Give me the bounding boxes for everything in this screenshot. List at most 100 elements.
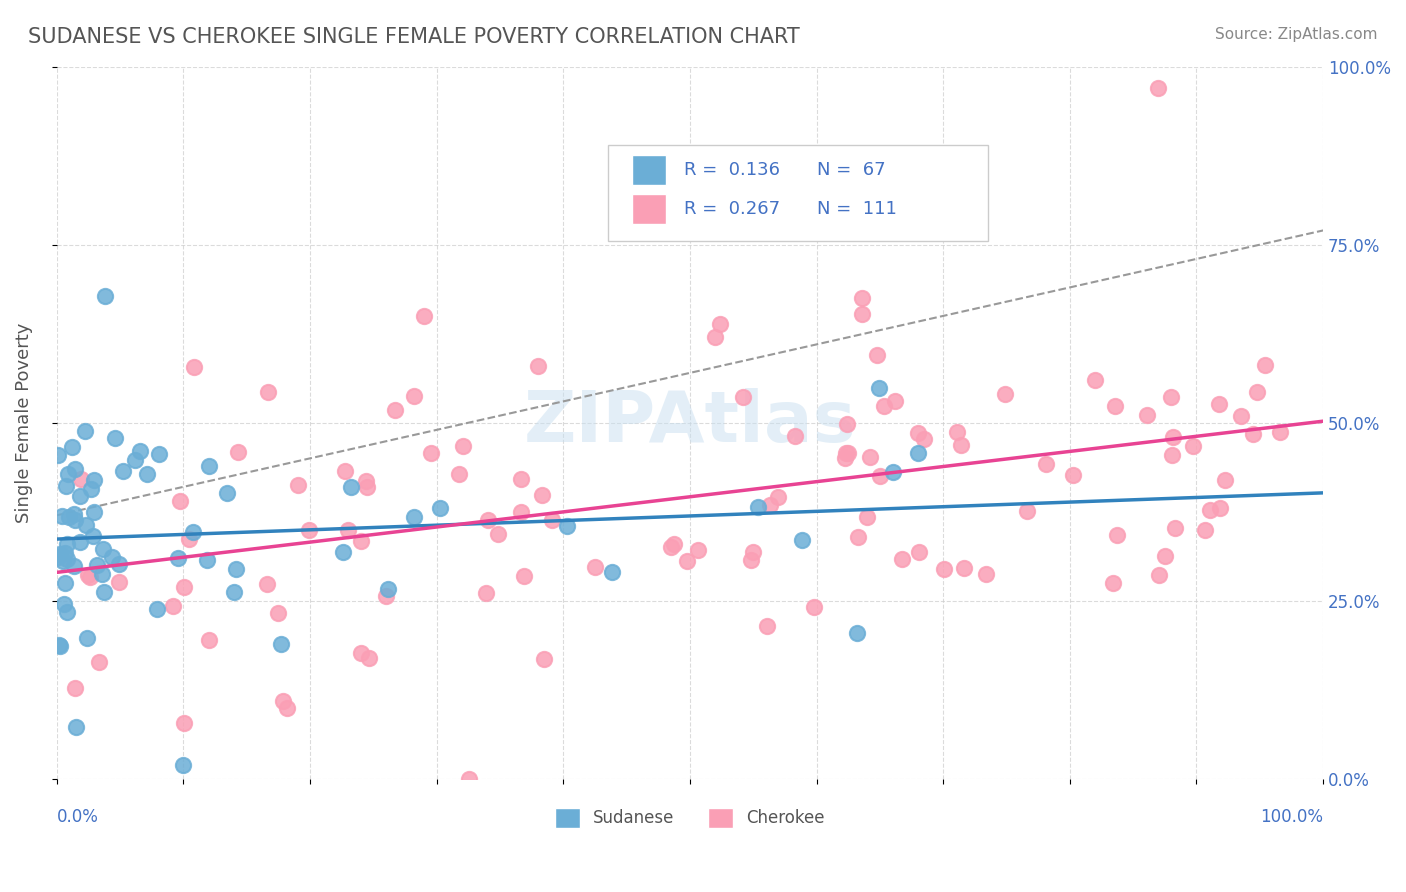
Point [1147, 81, 1170, 95]
Text: N =  67: N = 67 [817, 161, 886, 179]
Point [412, 309, 434, 323]
Point [63, 513, 86, 527]
Point [688, 543, 710, 558]
Point [912, 432, 935, 446]
Point [835, 417, 858, 432]
Point [882, 465, 904, 479]
Point [510, 472, 533, 486]
Point [1182, 439, 1205, 453]
Legend: Sudanese, Cherokee: Sudanese, Cherokee [548, 801, 831, 835]
Point [350, 646, 373, 660]
Point [173, 715, 195, 730]
Point [675, 554, 697, 568]
Point [63, 507, 86, 521]
Point [531, 488, 554, 502]
Point [136, 467, 159, 481]
Point [859, 450, 882, 465]
Point [477, 513, 499, 527]
Point [527, 359, 550, 373]
Point [56, 537, 79, 551]
Point [934, 561, 956, 575]
Point [475, 586, 498, 600]
Point [513, 569, 536, 583]
Point [356, 474, 378, 488]
Point [429, 501, 451, 516]
Point [177, 532, 200, 546]
Point [181, 524, 204, 539]
Point [173, 580, 195, 594]
Point [835, 446, 858, 460]
Point [83, 505, 105, 519]
Point [803, 600, 825, 615]
Point [51, 509, 73, 524]
Point [48, 640, 70, 654]
Point [946, 425, 969, 439]
Point [56, 552, 79, 566]
Point [766, 490, 789, 504]
Point [63, 559, 86, 574]
Point [75, 424, 97, 438]
Point [226, 445, 249, 459]
Point [1246, 384, 1268, 399]
Point [197, 632, 219, 647]
Point [884, 393, 907, 408]
Point [1213, 473, 1236, 487]
Point [48, 639, 70, 653]
Point [742, 545, 765, 559]
Point [1160, 449, 1182, 463]
Point [46, 448, 69, 462]
Point [167, 550, 190, 565]
Point [510, 505, 533, 519]
Point [740, 553, 762, 567]
Text: ZIPAtlas: ZIPAtlas [523, 388, 856, 458]
Point [93, 289, 115, 303]
Point [79, 570, 101, 584]
Text: SUDANESE VS CHEROKEE SINGLE FEMALE POVERTY CORRELATION CHART: SUDANESE VS CHEROKEE SINGLE FEMALE POVER… [28, 27, 800, 46]
Point [56, 467, 79, 481]
Point [48, 550, 70, 565]
Point [1017, 504, 1039, 518]
Point [1154, 549, 1177, 563]
Point [716, 170, 738, 185]
Point [1230, 409, 1253, 423]
Text: R =  0.267: R = 0.267 [683, 200, 780, 218]
Point [541, 512, 564, 526]
Point [704, 330, 727, 344]
Point [747, 500, 769, 515]
Point [91, 541, 114, 556]
Point [276, 701, 298, 715]
Point [1209, 500, 1232, 515]
Point [664, 536, 686, 550]
Point [80, 482, 103, 496]
Point [89, 655, 111, 669]
Point [907, 425, 929, 440]
Text: R =  0.136: R = 0.136 [683, 161, 779, 179]
Text: Source: ZipAtlas.com: Source: ZipAtlas.com [1215, 27, 1378, 42]
Point [1161, 429, 1184, 443]
Point [1253, 358, 1275, 372]
Point [112, 464, 135, 478]
Point [172, 757, 194, 772]
Point [785, 429, 807, 443]
Point [659, 540, 682, 554]
Point [53, 546, 76, 560]
Point [273, 694, 295, 708]
Point [148, 447, 170, 461]
Point [82, 528, 104, 542]
Point [332, 545, 354, 559]
FancyBboxPatch shape [607, 145, 987, 241]
Point [600, 565, 623, 579]
Point [69, 472, 91, 486]
Point [1198, 503, 1220, 517]
Text: 0.0%: 0.0% [56, 807, 98, 826]
Point [907, 446, 929, 460]
Point [224, 585, 246, 599]
Point [86, 558, 108, 572]
Point [792, 533, 814, 547]
Point [453, 439, 475, 453]
Point [58, 510, 80, 524]
Point [287, 478, 309, 492]
Point [333, 464, 356, 478]
Point [890, 551, 912, 566]
Point [65, 720, 87, 734]
